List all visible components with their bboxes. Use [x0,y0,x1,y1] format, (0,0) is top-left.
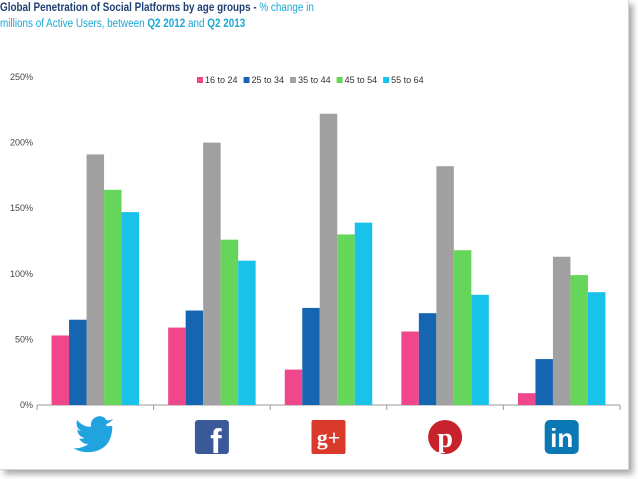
title-bold: Global Penetration of Social Platforms b… [0,2,260,14]
bar-pinterest-55-to-64 [471,294,489,405]
facebook-icon-bg [194,420,229,454]
pinterest-icon-bg [428,420,463,454]
bar-twitter-35-to-44 [86,154,105,405]
legend-label: 55 to 64 [391,75,424,85]
bar-twitter-16-to-24 [51,335,70,405]
google-plus-icon: g+ [311,420,346,454]
twitter-bird-shape [73,416,114,453]
y-tick-label: 200% [10,138,33,148]
bar-google--45-to-54 [337,234,355,405]
legend-swatch [290,77,297,83]
legend-swatch [383,77,390,83]
linkedin-icon: in [544,420,579,454]
facebook-icon: f [194,420,229,461]
bar-facebook-16-to-24 [168,327,186,405]
bar-twitter-25-to-34 [69,319,87,405]
bar-google--35-to-44 [319,113,338,406]
title-and: and [185,18,208,30]
bar-google--16-to-24 [284,369,303,405]
bar-linkedin-16-to-24 [517,393,536,405]
legend-label: 16 to 24 [205,75,238,85]
y-tick-label: 0% [20,400,33,410]
bar-facebook-45-to-54 [220,239,239,405]
bar-linkedin-55-to-64 [587,292,606,405]
google-plus-icon-glyph: g+ [317,425,341,450]
pinterest-icon: p [428,420,463,454]
y-tick-label: 250% [10,72,33,82]
linkedin-icon-glyph: in [550,423,573,453]
bar-twitter-55-to-64 [121,212,140,405]
bar-pinterest-25-to-34 [418,313,437,405]
bar-google--25-to-34 [302,307,320,405]
bar-facebook-25-to-34 [185,310,204,405]
bar-twitter-45-to-54 [104,189,122,405]
legend-label: 35 to 44 [298,75,331,85]
legend-label: 25 to 34 [252,75,285,85]
bar-pinterest-35-to-44 [436,166,454,405]
bar-google--55-to-64 [354,222,373,405]
bar-linkedin-45-to-54 [570,275,588,405]
facebook-icon-glyph: f [210,423,222,461]
linkedin-icon-bg [544,420,579,454]
bar-pinterest-45-to-54 [453,250,472,405]
twitter-icon [73,416,114,453]
bar-facebook-35-to-44 [203,142,221,405]
title-line2: millions of Active Users, between [0,18,148,30]
title-period1: Q2 2012 [147,18,186,30]
title-period2: Q2 2013 [207,18,246,30]
legend-swatch [197,77,203,83]
bar-pinterest-16-to-24 [401,331,419,405]
title-sub: % change in [259,2,314,14]
bar-linkedin-35-to-44 [552,256,571,405]
legend-label: 45 to 54 [345,75,378,85]
bar-linkedin-25-to-34 [535,359,553,405]
legend-swatch [243,77,250,83]
legend-swatch [336,77,343,83]
pinterest-icon-glyph: p [437,423,453,454]
y-tick-label: 150% [10,203,33,213]
google-plus-icon-bg [311,420,346,454]
chart-title: Global Penetration of Social Platforms b… [0,0,314,32]
bar-facebook-55-to-64 [238,260,256,405]
y-tick-label: 50% [15,334,33,344]
y-tick-label: 100% [10,269,33,279]
